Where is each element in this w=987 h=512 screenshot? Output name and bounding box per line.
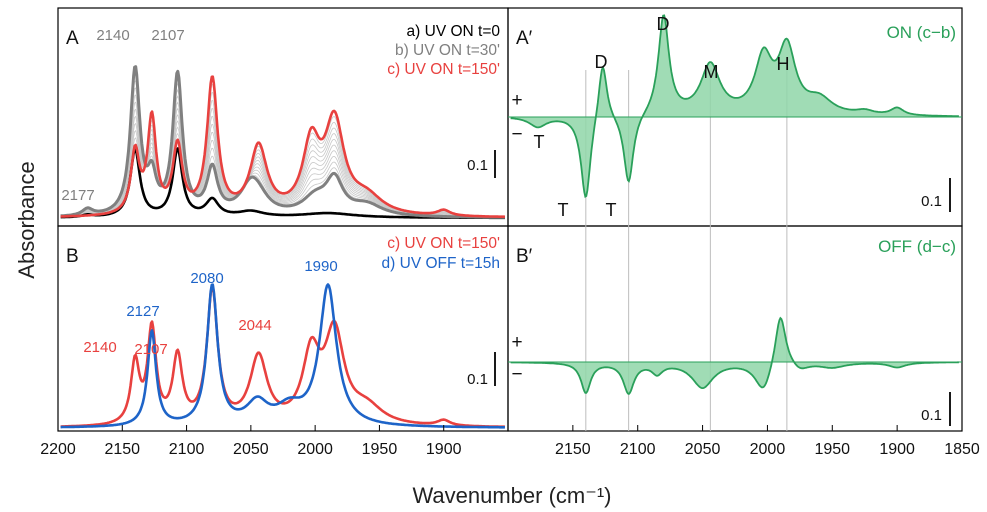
x-tick-label: 2050 [685,441,721,458]
legend-entry: OFF (d−c) [878,237,956,256]
scale-bar-label: 0.1 [467,157,488,174]
band-label: H [777,54,790,74]
band-label: T [606,200,617,220]
legend-entry: ON (c−b) [887,23,956,42]
x-tick-label: 1850 [944,441,980,458]
x-tick-label: 2050 [233,441,269,458]
peak-label: 2177 [61,187,94,204]
y-axis-label: Absorbance [14,161,39,278]
panel-label: A′ [516,28,533,49]
peak-label: 1990 [304,258,337,275]
x-tick-label: 2150 [555,441,591,458]
x-tick-label: 1900 [426,441,462,458]
band-label: D [657,14,670,34]
x-axis-label: Wavenumber (cm⁻¹) [412,483,611,508]
panel-label: B′ [516,246,533,267]
legend-entry: d) UV OFF t=15h [382,255,500,272]
legend-entry: a) UV ON t=0 [407,23,501,40]
sign-label: − [511,124,522,145]
series-line-A-1 [60,65,506,219]
peak-label: 2080 [190,270,223,287]
sign-label: + [511,332,522,353]
x-tick-label: 2100 [620,441,656,458]
peak-label: 2127 [126,303,159,320]
panel-label: B [66,246,79,267]
series-line-A-2 [60,75,506,219]
peak-label: 2140 [96,27,129,44]
x-tick-label: 2150 [104,441,140,458]
scale-bar-label: 0.1 [921,407,942,424]
band-label: M [704,62,719,82]
scale-bar-label: 0.1 [467,371,488,388]
difference-line-A' [510,14,959,199]
sign-label: + [511,90,522,111]
frame-Bprime [507,225,963,432]
sign-label: − [511,364,522,385]
x-tick-label: 2000 [297,441,333,458]
x-tick-label: 1950 [814,441,850,458]
series-line-B-1 [60,283,506,429]
x-tick-label: 1950 [362,441,398,458]
series-line-B-0 [60,285,506,429]
peak-label: 2107 [134,341,167,358]
x-tick-label: 2000 [750,441,786,458]
difference-area-A' [510,15,959,197]
panel-label: A [66,28,79,49]
legend-entry: c) UV ON t=150' [387,61,500,78]
band-label: D [595,52,608,72]
band-label: T [558,200,569,220]
plot-layer [60,14,962,429]
legend-entry: c) UV ON t=150' [387,235,500,252]
x-tick-label: 2100 [169,441,205,458]
difference-line-B' [510,316,959,395]
legend-entry: b) UV ON t=30' [395,42,500,59]
x-tick-label: 1900 [879,441,915,458]
difference-area-B' [510,318,959,394]
x-tick-label: 2200 [40,441,76,458]
band-label: T [534,132,545,152]
peak-label: 2107 [151,27,184,44]
scale-bar-label: 0.1 [921,193,942,210]
peak-label: 2044 [238,317,271,334]
peak-label: 2140 [83,339,116,356]
